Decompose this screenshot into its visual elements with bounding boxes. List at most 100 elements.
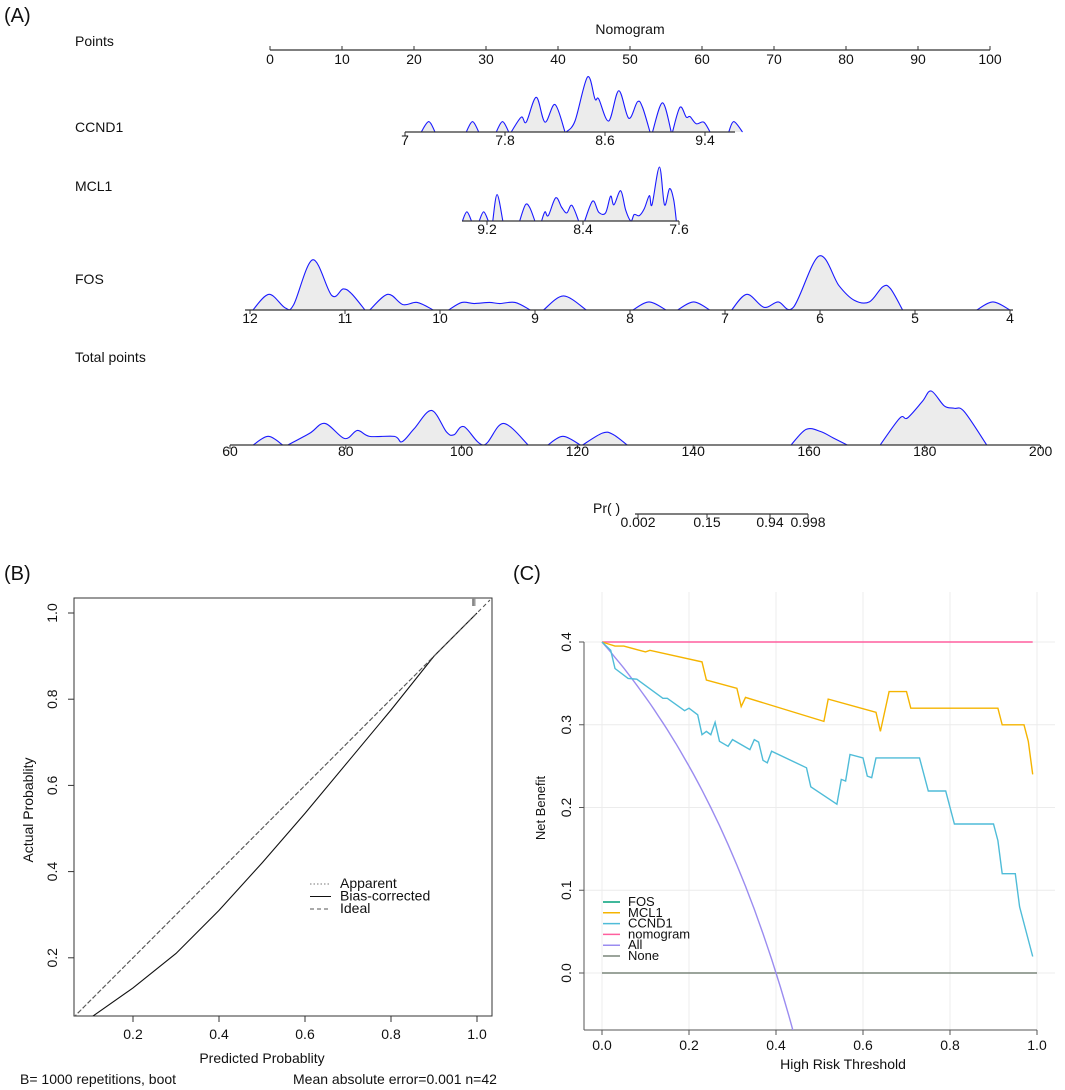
fos-density-segment	[369, 294, 434, 310]
points-tick-label: 60	[694, 51, 710, 67]
x-tick-label: 0.2	[679, 1037, 699, 1053]
nomogram-row-total-points: Total points 60 80 100 120 140 160 180 200	[75, 349, 1052, 459]
mcl1-tick-label: 7.6	[669, 221, 689, 237]
fos-tick-label: 9	[531, 310, 539, 326]
ccnd1-density-segment	[511, 97, 565, 132]
fos-density-outline	[632, 301, 667, 311]
ccnd1-density-segment	[496, 121, 509, 132]
ccnd1-tick-label: 9.4	[695, 132, 715, 148]
x-axis-label: Predicted Probablity	[199, 1050, 324, 1066]
legend-label: Apparent	[340, 875, 397, 891]
legend-label: Ideal	[340, 900, 370, 916]
y-tick-label: 0.2	[44, 948, 60, 968]
fos-density-outline	[976, 301, 1011, 311]
pr-tick-label: 0.94	[756, 514, 783, 530]
total-points-tick-label: 120	[566, 443, 590, 459]
points-tick-label: 40	[550, 51, 566, 67]
fos-tick-label: 12	[242, 310, 258, 326]
y-tick-label: 0.0	[558, 963, 574, 983]
y-axis-label: Actual Probablity	[20, 757, 36, 862]
fos-tick-label: 11	[338, 310, 353, 326]
nomogram-panel: Points 0 10 20 30 40 50 60 70 80 90 100 CCND1 7 7.8 8.6…	[75, 33, 1052, 530]
ccnd1-density-segment	[728, 121, 743, 132]
row-label-mcl1: MCL1	[75, 178, 113, 194]
total-points-density-outline	[582, 431, 628, 446]
ccnd1-density-segment	[652, 102, 672, 132]
fos-tick-label: 5	[911, 310, 919, 326]
y-tick-label: 0.6	[44, 775, 60, 795]
points-tick-label: 20	[406, 51, 422, 67]
mcl1-density-outline	[541, 197, 580, 222]
total-points-tick-label: 60	[222, 443, 238, 459]
row-label-total-points: Total points	[75, 349, 146, 365]
mcl1-density-segment	[462, 211, 472, 221]
calibration-line-ideal	[74, 599, 491, 1016]
total-points-density-segment	[287, 410, 529, 446]
mcl1-density-segment	[541, 197, 579, 221]
ccnd1-tick-label: 7	[401, 132, 409, 148]
fos-density-outline	[731, 255, 904, 311]
legend-label: MCL1	[628, 905, 663, 920]
legend-label: nomogram	[628, 926, 690, 941]
decision-curve-panel: 0.0 0.2 0.4 0.6 0.8 1.0 0.0 0.1 0.2 0.3 0.4 High Ri…	[533, 592, 1055, 1072]
pr-tick-label: 0.15	[693, 514, 720, 530]
ccnd1-tick-label: 7.8	[495, 132, 515, 148]
ccnd1-density-outline	[495, 120, 510, 133]
total-points-density-outline	[790, 427, 848, 446]
y-tick-label: 0.3	[558, 715, 574, 735]
fos-density-outline	[252, 259, 366, 311]
mcl1-density-outline	[461, 211, 473, 222]
ccnd1-density-outline	[565, 76, 651, 133]
fos-density-outline	[677, 301, 711, 311]
x-tick-label: 0.4	[766, 1037, 786, 1053]
calibration-line-bias-corrected	[92, 612, 478, 1016]
fos-density-segment	[677, 301, 710, 310]
total-points-density-segment	[253, 436, 283, 445]
fos-density-segment	[543, 295, 587, 310]
total-points-tick-label: 160	[797, 443, 821, 459]
total-points-density-outline	[252, 435, 283, 446]
fos-density-segment	[731, 255, 903, 310]
total-points-tick-label: 100	[450, 443, 474, 459]
ccnd1-density-segment	[421, 121, 435, 132]
total-points-density-segment	[880, 390, 987, 445]
fos-density-segment	[976, 301, 1010, 310]
x-tick-label: 0.4	[209, 1026, 229, 1042]
points-tick-label: 0	[266, 51, 274, 67]
total-points-tick-label: 140	[682, 443, 706, 459]
y-tick-label: 0.2	[558, 798, 574, 818]
fos-density-outline	[543, 295, 587, 311]
fos-tick-label: 8	[626, 310, 634, 326]
legend-label: CCND1	[628, 916, 673, 931]
fos-density-outline	[369, 293, 434, 311]
fos-density-segment	[252, 259, 365, 310]
row-label-ccnd1: CCND1	[75, 119, 123, 135]
ccnd1-tick-label: 8.6	[595, 132, 615, 148]
mcl1-tick-label: 8.4	[573, 221, 593, 237]
total-points-tick-label: 200	[1029, 443, 1053, 459]
ccnd1-density-outline	[651, 102, 672, 133]
mcl1-density-outline	[519, 203, 536, 222]
dca-line-ccnd1	[601, 641, 1034, 957]
mcl1-density-outline	[584, 166, 677, 222]
y-tick-label: 0.4	[558, 632, 574, 652]
footer-left: B= 1000 repetitions, boot	[20, 1071, 176, 1087]
x-tick-label: 0.8	[940, 1037, 960, 1053]
mcl1-density-outline	[492, 193, 504, 222]
calibration-plot-frame	[73, 597, 493, 1017]
total-points-density-outline	[879, 390, 988, 446]
panel-label-a: (A)	[4, 5, 31, 27]
panel-label-b: (B)	[4, 563, 31, 585]
x-tick-label: 0.6	[853, 1037, 873, 1053]
x-tick-label: 1.0	[467, 1026, 487, 1042]
mcl1-tick-label: 9.2	[477, 221, 497, 237]
points-tick-label: 50	[622, 51, 638, 67]
points-tick-label: 10	[334, 51, 350, 67]
x-tick-label: 0.2	[123, 1026, 143, 1042]
y-tick-label: 0.1	[558, 880, 574, 900]
fos-density-segment	[632, 301, 667, 310]
total-points-tick-label: 80	[338, 443, 354, 459]
pr-tick-label: 0.998	[790, 514, 825, 530]
nomogram-row-mcl1: MCL1 9.2 8.4 7.6	[75, 166, 689, 237]
